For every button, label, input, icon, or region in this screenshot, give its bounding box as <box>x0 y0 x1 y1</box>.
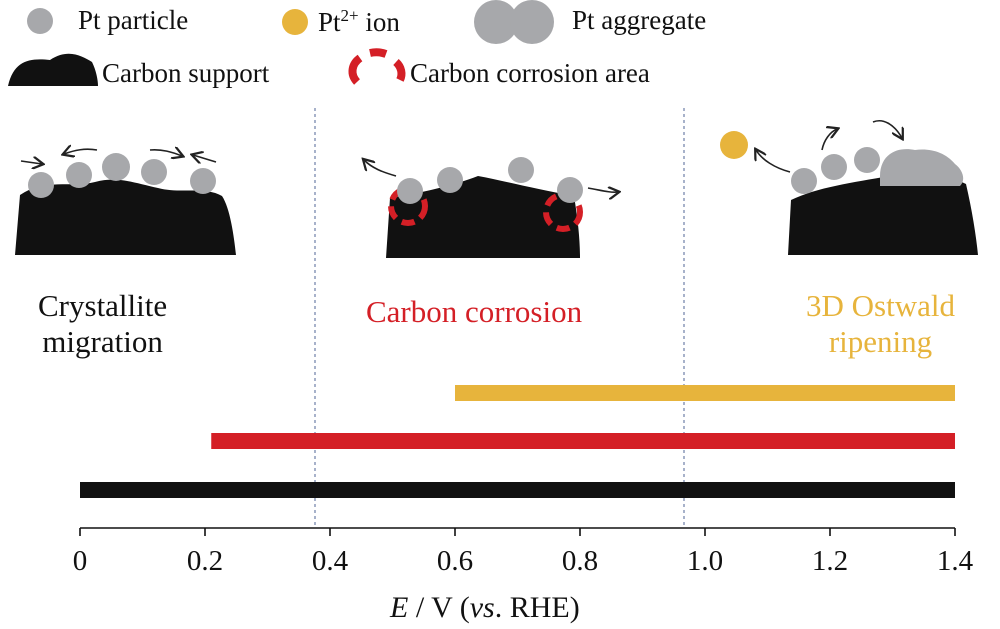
legend-pt-ion-rest: ion <box>358 7 400 37</box>
legend-carbon-corrosion-area-label: Carbon corrosion area <box>410 58 650 88</box>
caption-crystallite-line1: Crystallite <box>38 288 168 323</box>
legend-pt-aggregate-label: Pt aggregate <box>572 5 707 35</box>
x-axis-label-rest: / V ( <box>408 591 470 624</box>
legend-pt-ion-base: Pt <box>318 7 341 37</box>
x-tick-label: 1.4 <box>936 545 974 577</box>
caption-crystallite-migration: Crystallite migration <box>38 288 167 359</box>
legend-carbon-support-icon <box>8 53 98 86</box>
range-bars <box>80 385 955 498</box>
legend-pt-aggregate-icon <box>474 0 554 44</box>
ostwald-ripening-illustration <box>720 120 978 255</box>
x-tick-label: 1.2 <box>811 545 849 577</box>
x-axis-label-end: . RHE) <box>494 591 580 624</box>
caption-carbon-corrosion: Carbon corrosion <box>366 294 583 329</box>
legend-carbon-corrosion-area-icon <box>348 48 406 85</box>
x-tick-label: 1.0 <box>686 545 724 577</box>
range-bar-crystallite-migration <box>80 482 955 498</box>
legend-pt-ion-label: Pt2+ ion <box>318 7 400 36</box>
range-bar-carbon-corrosion <box>211 433 955 449</box>
range-bar-3d-ostwald-ripening <box>455 385 955 401</box>
legend-pt-particle-icon <box>27 8 53 34</box>
legend-carbon-support-label: Carbon support <box>102 58 270 88</box>
caption-crystallite-line2: migration <box>42 323 163 359</box>
crystallite-migration-illustration <box>15 149 236 255</box>
caption-ostwald-line2: ripening <box>828 323 933 359</box>
x-axis-label-vs: vs <box>469 591 495 624</box>
carbon-corrosion-illustration <box>364 157 618 258</box>
legend-pt-ion-icon <box>282 9 308 35</box>
x-axis-label-var: E <box>390 591 409 624</box>
x-tick-label: 0 <box>72 545 88 577</box>
x-axis-label: E / V (vs. RHE) <box>390 593 580 623</box>
x-tick-label: 0.8 <box>561 545 599 577</box>
caption-ostwald-line1: 3D Ostwald <box>806 288 955 323</box>
legend-pt-ion-sup: 2+ <box>340 6 359 25</box>
x-tick-label: 0.4 <box>311 545 349 577</box>
x-tick-label: 0.6 <box>436 545 474 577</box>
x-tick-label: 0.2 <box>186 545 224 577</box>
legend-pt-particle-label: Pt particle <box>78 5 189 35</box>
x-axis-ticks <box>79 528 956 536</box>
caption-ostwald-ripening: 3D Ostwald ripening <box>806 288 955 359</box>
